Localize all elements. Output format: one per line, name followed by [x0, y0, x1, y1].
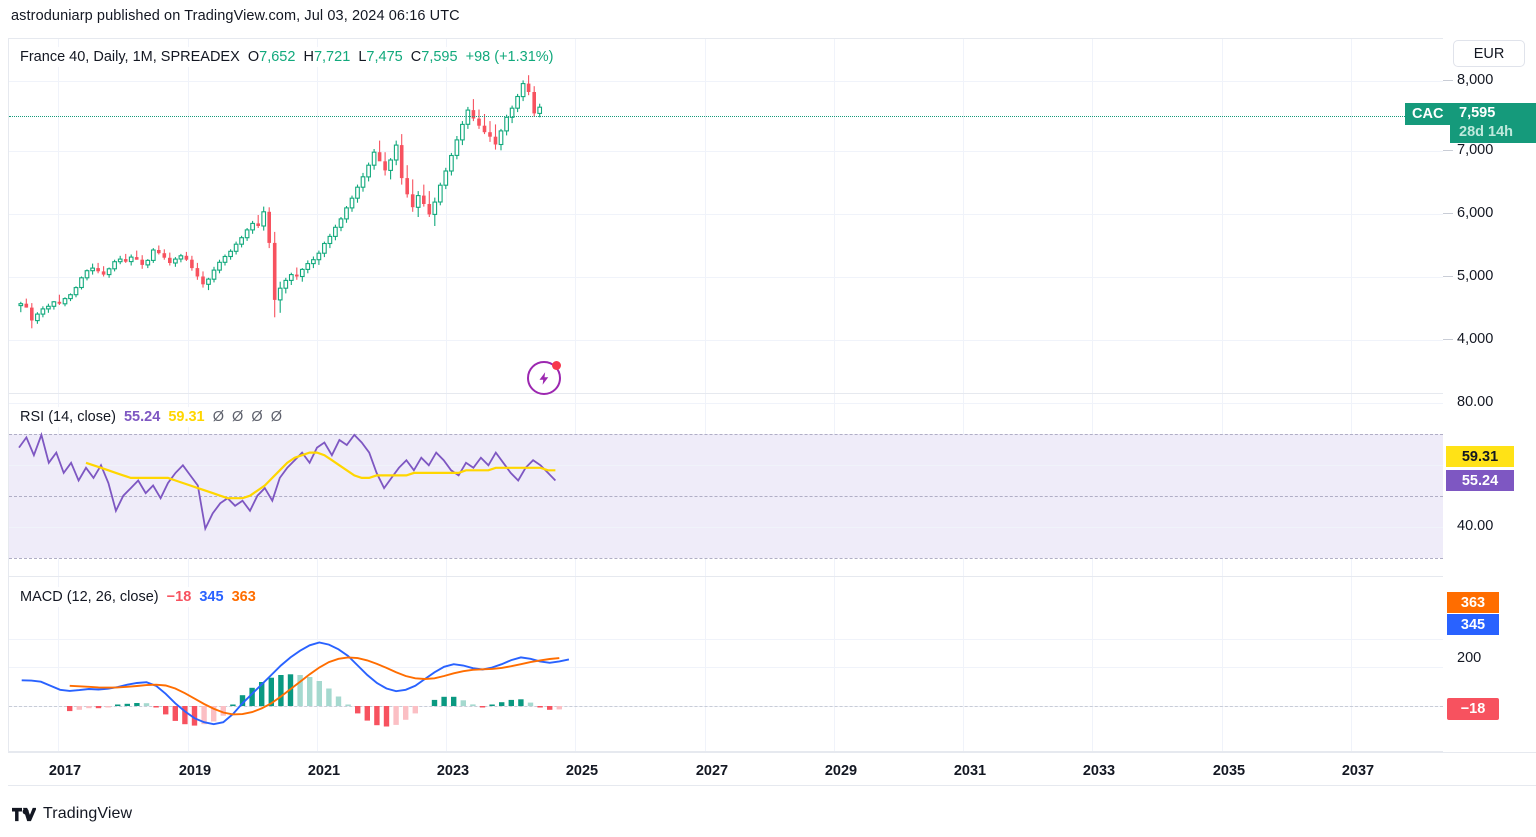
tradingview-logo-icon — [12, 807, 36, 821]
macd-tick-200: 200 — [1457, 650, 1482, 666]
ohlc-high: 7,721 — [313, 49, 351, 65]
rsi-ma-legend-value: 59.31 — [168, 409, 205, 425]
rsi-empty-1: Ø — [212, 409, 224, 425]
lightning-bolt-badge-icon[interactable] — [527, 361, 561, 395]
horizontal-gridline — [9, 151, 1443, 152]
price-tick-8000: 8,000 — [1457, 72, 1494, 88]
macd-hist-value: −18 — [166, 589, 192, 605]
price-legend-interval: Daily — [93, 49, 125, 65]
rsi-empty-3: Ø — [251, 409, 263, 425]
macd-legend-title: MACD (12, 26, close) — [20, 589, 159, 605]
horizontal-gridline — [9, 277, 1443, 278]
rsi-price-tag[interactable]: 55.24 — [1446, 470, 1514, 491]
ohlc-h-label: H — [303, 49, 314, 65]
tradingview-brand-text: TradingView — [43, 805, 133, 822]
chart-plot-area[interactable]: France 40, Daily, 1M, SPREADEX O7,652 H7… — [9, 39, 1443, 751]
rsi-legend[interactable]: RSI (14, close) 55.24 59.31 Ø Ø Ø Ø — [17, 407, 285, 427]
vertical-gridline — [317, 39, 318, 751]
price-candlestick-series — [18, 75, 543, 329]
ohlc-low: 7,475 — [366, 49, 403, 65]
vertical-gridline — [188, 39, 189, 751]
vertical-gridline — [446, 39, 447, 751]
panel-separator-rsi[interactable] — [9, 393, 1443, 394]
macd-line-price-tag[interactable]: 345 — [1447, 614, 1499, 635]
close-price-line — [9, 116, 1443, 117]
horizontal-gridline — [9, 527, 1443, 528]
ohlc-o-label: O — [247, 49, 260, 65]
rsi-ma-price-tag[interactable]: 59.31 — [1446, 446, 1514, 467]
time-scale[interactable]: 2017 2019 2021 2023 2025 2027 2029 2031 … — [8, 752, 1536, 786]
publisher-line: astroduniarp published on TradingView.co… — [11, 8, 460, 24]
horizontal-gridline — [9, 667, 1443, 668]
time-tick: 2035 — [1212, 763, 1246, 779]
current-price-value: 7,595 — [1459, 105, 1496, 121]
vertical-gridline — [963, 39, 964, 751]
time-tick: 2027 — [695, 763, 729, 779]
horizontal-gridline — [9, 639, 1443, 640]
price-tick-5000: 5,000 — [1457, 268, 1494, 284]
macd-hist-price-tag[interactable]: −18 — [1447, 698, 1499, 720]
rsi-legend-title: RSI (14, close) — [20, 409, 116, 425]
price-legend[interactable]: France 40, Daily, 1M, SPREADEX O7,652 H7… — [17, 47, 557, 67]
tradingview-footer[interactable]: TradingView — [12, 805, 132, 823]
rsi-empty-4: Ø — [270, 409, 282, 425]
price-tick-7000: 7,000 — [1457, 142, 1494, 158]
rsi-upper-band-line — [9, 434, 1443, 435]
chart-frame[interactable]: France 40, Daily, 1M, SPREADEX O7,652 H7… — [8, 38, 1443, 752]
time-tick: 2021 — [307, 763, 341, 779]
horizontal-gridline — [9, 465, 1443, 466]
time-tick: 2037 — [1341, 763, 1375, 779]
price-legend-range: 1M — [132, 49, 153, 65]
rsi-empty-2: Ø — [232, 409, 244, 425]
vertical-gridline — [58, 39, 59, 751]
time-tick: 2017 — [48, 763, 82, 779]
vertical-gridline — [834, 39, 835, 751]
macd-legend[interactable]: MACD (12, 26, close) −18 345 363 — [17, 587, 259, 607]
rsi-middle-band-line — [9, 496, 1443, 497]
time-tick: 2019 — [178, 763, 212, 779]
rsi-legend-value: 55.24 — [123, 409, 161, 425]
time-tick: 2031 — [953, 763, 987, 779]
price-tick-6000: 6,000 — [1457, 205, 1494, 221]
vertical-gridline — [1222, 39, 1223, 751]
macd-series — [21, 641, 570, 727]
price-tick-4000: 4,000 — [1457, 331, 1494, 347]
time-tick: 2025 — [565, 763, 599, 779]
horizontal-gridline — [9, 340, 1443, 341]
macd-line-value: 345 — [199, 589, 224, 605]
time-tick: 2029 — [824, 763, 858, 779]
bar-countdown: 28d 14h — [1459, 124, 1513, 140]
rsi-tick-40: 40.00 — [1457, 518, 1494, 534]
ohlc-l-label: L — [358, 49, 367, 65]
vertical-gridline — [705, 39, 706, 751]
price-legend-exchange: SPREADEX — [160, 49, 240, 65]
rsi-series — [18, 431, 557, 532]
current-price-tag[interactable]: 7,595 28d 14h — [1450, 103, 1536, 143]
time-tick: 2033 — [1082, 763, 1116, 779]
vertical-gridline — [1092, 39, 1093, 751]
horizontal-gridline — [9, 214, 1443, 215]
currency-button[interactable]: EUR — [1453, 40, 1525, 67]
vertical-gridline — [1351, 39, 1352, 751]
price-change: +98 (+1.31%) — [465, 49, 554, 65]
ohlc-close: 7,595 — [421, 49, 458, 65]
vertical-gridline — [575, 39, 576, 751]
macd-zero-line — [9, 706, 1443, 707]
rsi-lower-band-line — [9, 558, 1443, 559]
notification-dot-icon — [552, 361, 561, 370]
time-tick: 2023 — [436, 763, 470, 779]
horizontal-gridline — [9, 403, 1443, 404]
price-legend-symbol: France 40 — [20, 49, 86, 65]
ohlc-open: 7,652 — [259, 49, 296, 65]
horizontal-gridline — [9, 81, 1443, 82]
price-scale[interactable]: EUR 8,000 7,000 6,000 5,000 4,000 80.00 … — [1443, 38, 1536, 752]
macd-signal-value: 363 — [231, 589, 256, 605]
rsi-tick-80: 80.00 — [1457, 394, 1494, 410]
ohlc-c-label: C — [410, 49, 422, 65]
symbol-price-badge[interactable]: CAC — [1405, 103, 1451, 125]
panel-separator-macd[interactable] — [9, 576, 1443, 577]
lightning-bolt-icon — [539, 371, 548, 385]
macd-signal-price-tag[interactable]: 363 — [1447, 592, 1499, 613]
